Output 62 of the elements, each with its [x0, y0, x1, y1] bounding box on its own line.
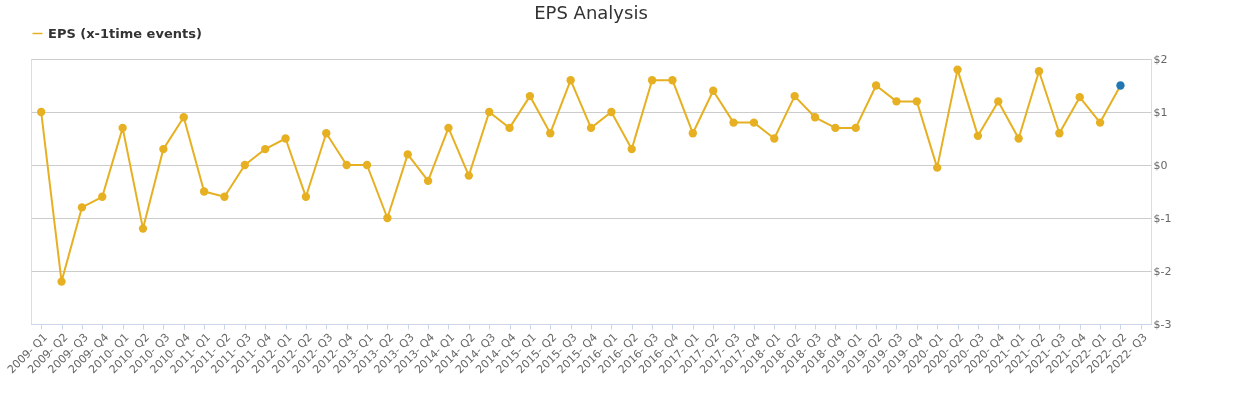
chart-title: EPS Analysis [534, 2, 648, 23]
point [403, 150, 412, 159]
y-tick-label: $0 [1153, 158, 1168, 172]
point [362, 160, 372, 170]
point [586, 123, 596, 133]
point [749, 118, 759, 127]
point [546, 129, 555, 138]
y-tick-label: $1 [1153, 105, 1168, 119]
y-tick-label: $-1 [1153, 211, 1172, 225]
point [1055, 129, 1064, 138]
point [322, 129, 331, 138]
point [933, 163, 942, 172]
point [199, 187, 209, 196]
point [98, 192, 107, 201]
point [607, 107, 616, 117]
legend-label: EPS (x-1time events) [48, 25, 202, 41]
point [423, 176, 433, 186]
point [851, 123, 860, 133]
point [810, 113, 820, 122]
point [871, 81, 881, 90]
point [790, 91, 799, 101]
point [77, 203, 87, 212]
point [240, 160, 249, 170]
point [383, 213, 392, 223]
point [668, 76, 677, 85]
point [37, 107, 46, 117]
y-tick-label: $2 [1153, 52, 1168, 66]
point [444, 123, 453, 133]
point [505, 123, 514, 133]
point [953, 65, 962, 74]
point [179, 113, 188, 122]
point [1095, 118, 1105, 127]
point [525, 91, 535, 101]
point [688, 129, 697, 138]
point [831, 123, 840, 133]
point [301, 192, 311, 201]
y-tick-label: $-2 [1153, 264, 1172, 278]
point [57, 277, 66, 286]
point [973, 131, 983, 141]
point [1116, 81, 1125, 90]
point [1014, 134, 1023, 143]
point [709, 86, 718, 95]
point [485, 107, 494, 117]
point [912, 97, 921, 106]
point [627, 144, 636, 154]
point [159, 144, 168, 154]
point [342, 160, 351, 170]
y-tick-label: $-3 [1153, 317, 1172, 331]
point [464, 171, 473, 180]
point [1075, 92, 1084, 102]
point [770, 134, 779, 143]
point [566, 76, 575, 85]
point [647, 76, 657, 85]
point [261, 144, 270, 154]
point [729, 118, 738, 127]
point [281, 134, 290, 143]
point [994, 97, 1003, 106]
point [138, 224, 148, 233]
point [118, 123, 127, 133]
point [1034, 67, 1044, 76]
point [220, 192, 229, 201]
point [892, 97, 901, 106]
